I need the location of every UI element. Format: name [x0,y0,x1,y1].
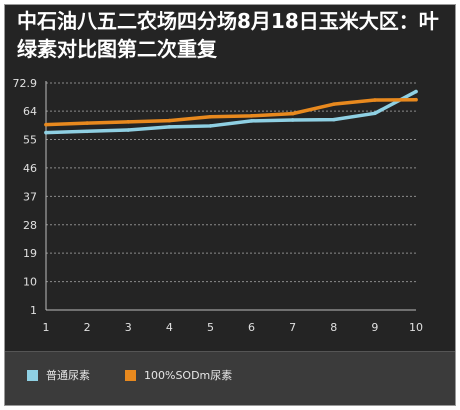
series-0-point-3 [167,125,172,129]
y-tick-label-7: 64 [23,105,37,118]
x-tick-label-7: 8 [330,321,337,334]
series-0-point-0 [44,130,48,135]
y-tick-label-4: 37 [23,190,37,203]
y-tick-label-6: 55 [23,134,37,147]
y-tick-label-0: 1 [30,304,37,317]
legend: 普通尿素 100%SODm尿素 [5,351,455,405]
grid-layer [46,82,416,311]
series-1-point-9 [414,97,418,102]
axis-layer: 1 10 19 28 37 46 55 64 72.9 1 2 3 4 5 6 7 8 9 10 [13,77,424,334]
series-1-point-2 [126,120,131,124]
x-tick-label-6: 7 [289,321,296,334]
series-1-point-5 [249,114,254,118]
series-0-point-7 [331,117,336,122]
series-0-point-5 [249,119,254,123]
y-tick-label-3: 28 [23,219,37,232]
series-1-point-7 [331,102,336,106]
series-1-point-8 [373,98,377,102]
series-0-point-4 [208,124,213,128]
legend-item-0: 普通尿素 [27,367,90,383]
x-tick-label-0: 1 [43,321,50,334]
series-0-point-8 [373,111,377,116]
x-tick-label-4: 5 [207,321,214,334]
x-tick-label-3: 4 [166,321,173,334]
y-tick-label-1: 10 [23,276,37,289]
series-1-point-1 [85,121,89,125]
legend-item-1: 100%SODm尿素 [125,367,232,383]
legend-label-0: 普通尿素 [46,369,90,382]
legend-swatch-0 [27,369,38,381]
series-0-point-1 [85,129,89,134]
x-tick-label-2: 3 [125,321,132,334]
legend-swatch-1 [125,369,136,381]
series-0-point-2 [126,128,131,132]
x-tick-label-8: 9 [371,321,378,334]
series-0-point-9 [414,89,418,94]
series-layer [44,89,418,135]
chart-title: 中石油八五二农场四分场8月18日玉米大区：叶绿素对比图第二次重复 [17,9,439,61]
series-1-point-0 [44,122,48,127]
series-1-point-6 [290,111,295,116]
y-tick-label-5: 46 [23,162,37,175]
x-tick-label-5: 6 [248,321,255,334]
y-tick-label-8: 72.9 [13,77,38,90]
y-tick-label-2: 19 [23,247,37,260]
line-chart: 1 10 19 28 37 46 55 64 72.9 1 2 3 4 5 6 7 8 9 10 [13,77,424,334]
legend-label-1: 100%SODm尿素 [144,369,233,382]
series-1-point-3 [167,118,172,123]
chart-frame: 中石油八五二农场四分场8月18日玉米大区：叶绿素对比图第二次重复 1 10 19 28… [4,4,456,406]
series-0-point-6 [290,118,295,122]
series-line-1 [44,97,418,127]
x-tick-label-1: 2 [84,321,91,334]
x-tick-label-9: 10 [409,321,423,334]
series-1-point-4 [208,114,213,119]
series-line-0 [44,89,418,135]
